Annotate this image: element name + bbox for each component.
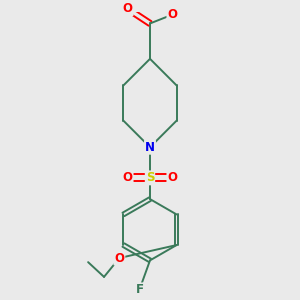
Text: O: O — [123, 171, 133, 184]
Text: O: O — [123, 2, 133, 15]
Text: F: F — [135, 284, 143, 296]
Text: S: S — [146, 171, 154, 184]
Text: O: O — [167, 8, 177, 21]
Text: N: N — [145, 141, 155, 154]
Text: O: O — [167, 171, 177, 184]
Text: O: O — [114, 251, 124, 265]
